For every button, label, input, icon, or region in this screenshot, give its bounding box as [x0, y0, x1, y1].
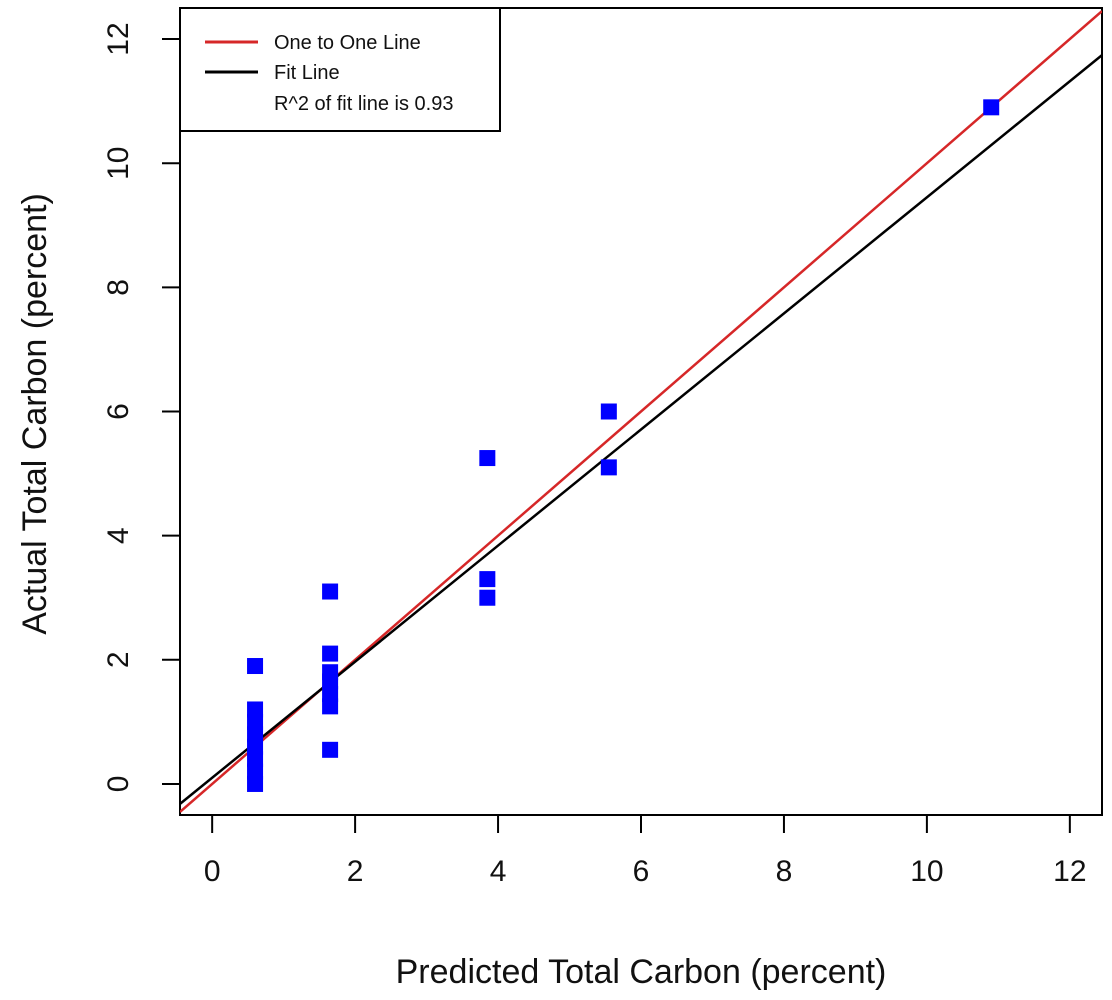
y-tick-label: 4 [102, 527, 135, 544]
x-tick-label: 12 [1053, 855, 1086, 888]
data-point [247, 751, 264, 768]
legend-label-one-to-one-line: One to One Line [274, 32, 421, 54]
data-point [247, 658, 264, 675]
data-point [600, 403, 617, 420]
data-point [322, 645, 339, 662]
data-point [322, 698, 339, 715]
data-point [247, 701, 264, 718]
data-point [247, 775, 264, 792]
data-point [247, 738, 264, 755]
data-point [600, 459, 617, 476]
x-axis-title: Predicted Total Carbon (percent) [396, 953, 887, 991]
data-point [322, 685, 339, 702]
y-axis: 0 2 4 6 8 10 12 [102, 22, 180, 792]
data-point [322, 664, 339, 681]
y-tick-label: 0 [102, 776, 135, 793]
y-tick-label: 8 [102, 279, 135, 296]
x-axis: 0 2 4 6 8 10 12 [204, 815, 1087, 888]
y-tick-label: 2 [102, 651, 135, 668]
legend-note-r-squared: R^2 of fit line is 0.93 [274, 93, 453, 115]
legend-label-fit-line: Fit Line [274, 62, 340, 84]
data-point [247, 763, 264, 780]
legend-box [179, 7, 501, 132]
data-point [247, 726, 264, 743]
x-tick-label: 4 [490, 855, 507, 888]
data-point [247, 713, 264, 730]
y-tick-label: 12 [102, 22, 135, 55]
data-point [983, 99, 1000, 116]
data-point [479, 571, 496, 588]
fit-line [180, 54, 1102, 805]
x-tick-label: 0 [204, 855, 221, 888]
x-tick-label: 6 [633, 855, 650, 888]
points-layer [247, 99, 1000, 792]
data-point [479, 450, 496, 467]
y-tick-label: 10 [102, 147, 135, 180]
x-tick-label: 10 [910, 855, 943, 888]
x-tick-label: 2 [347, 855, 364, 888]
data-point [322, 741, 339, 758]
y-axis-title: Actual Total Carbon (percent) [16, 193, 54, 635]
x-tick-label: 8 [776, 855, 793, 888]
data-point [479, 589, 496, 606]
y-tick-label: 6 [102, 403, 135, 420]
data-point [322, 583, 339, 600]
legend: One to One Line Fit Line R^2 of fit line… [179, 7, 501, 132]
